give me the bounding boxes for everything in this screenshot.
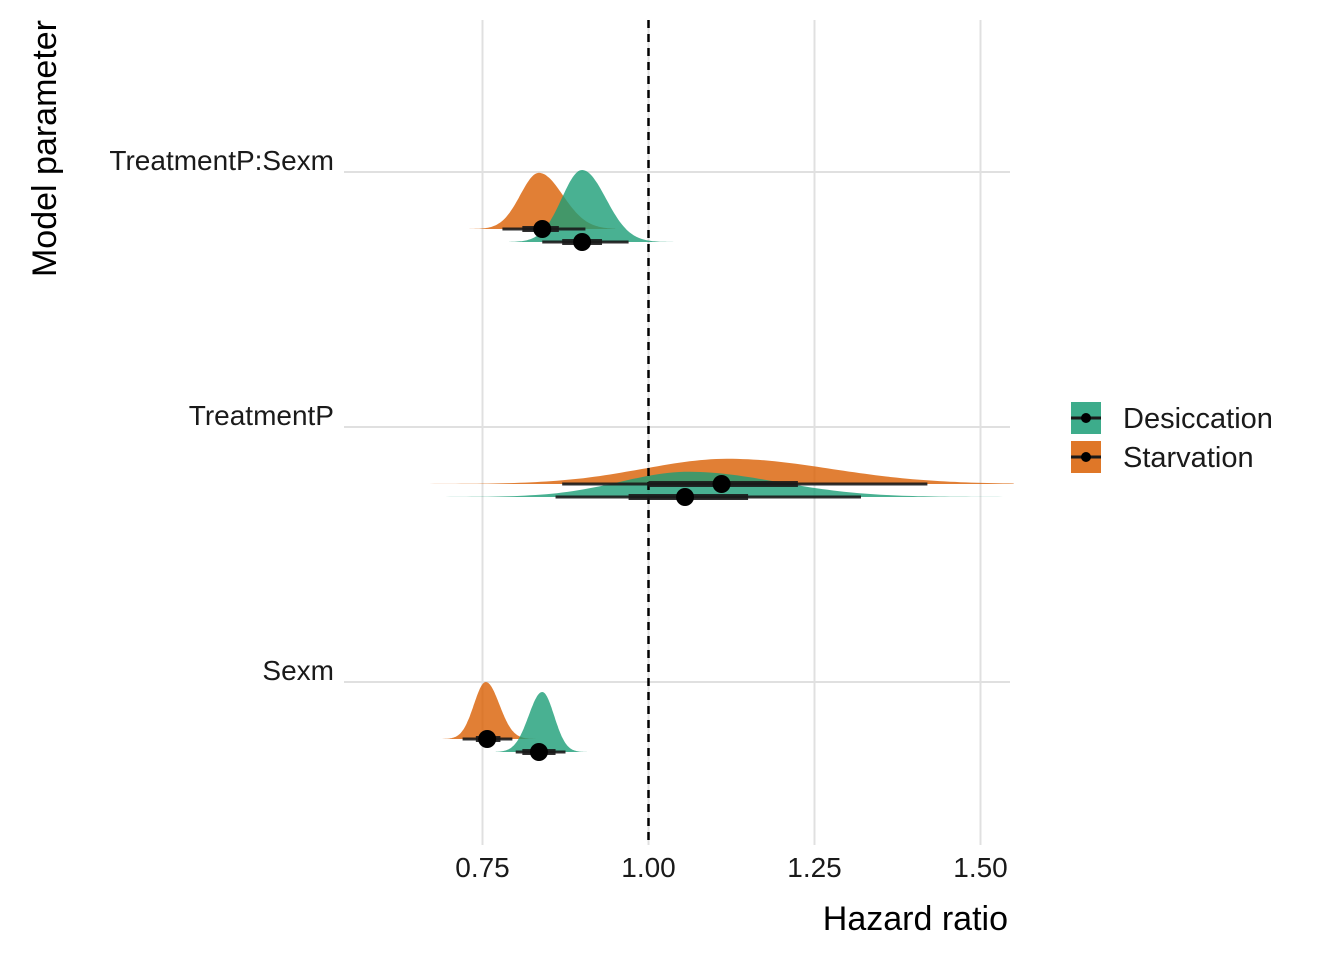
median-point-desiccation-treatmentp	[676, 488, 695, 506]
x-tick-label: 1.00	[621, 852, 676, 883]
median-point-starvation-treatmentp-sexm	[533, 220, 552, 238]
y-tick-label: Sexm	[262, 655, 334, 686]
y-tick-label: TreatmentP	[189, 400, 334, 431]
x-tick-label: 0.75	[455, 852, 510, 883]
x-tick-labels: 0.75 1.00 1.25 1.50	[455, 852, 1008, 883]
legend-point-key	[1081, 452, 1091, 462]
density-desiccation-treatmentp-sexm	[509, 170, 676, 242]
median-point-desiccation-sexm	[529, 743, 548, 761]
legend-label: Starvation	[1123, 442, 1254, 474]
legend-item-starvation: Starvation	[1071, 441, 1254, 474]
legend: Desiccation Starvation	[1071, 402, 1273, 474]
legend-point-key	[1081, 413, 1091, 423]
grid-layer	[344, 20, 1010, 845]
density-layer	[376, 170, 1014, 752]
legend-label: Desiccation	[1123, 403, 1273, 435]
median-point-desiccation-treatmentp-sexm	[573, 233, 592, 251]
density-starvation-sexm	[442, 682, 536, 739]
density-starvation-treatmentp	[376, 458, 1014, 484]
x-axis-title: Hazard ratio	[823, 900, 1008, 938]
y-tick-label: TreatmentP:Sexm	[109, 145, 334, 176]
x-tick-label: 1.50	[953, 852, 1008, 883]
y-axis-title: Model parameter	[26, 20, 64, 277]
legend-item-desiccation: Desiccation	[1071, 402, 1273, 435]
x-tick-label: 1.25	[787, 852, 842, 883]
density-desiccation-sexm	[495, 692, 589, 752]
median-point-starvation-treatmentp	[712, 475, 731, 493]
median-point-starvation-sexm	[478, 730, 497, 748]
interval-layer	[462, 220, 928, 761]
y-tick-labels: TreatmentP:Sexm TreatmentP Sexm	[109, 145, 334, 686]
